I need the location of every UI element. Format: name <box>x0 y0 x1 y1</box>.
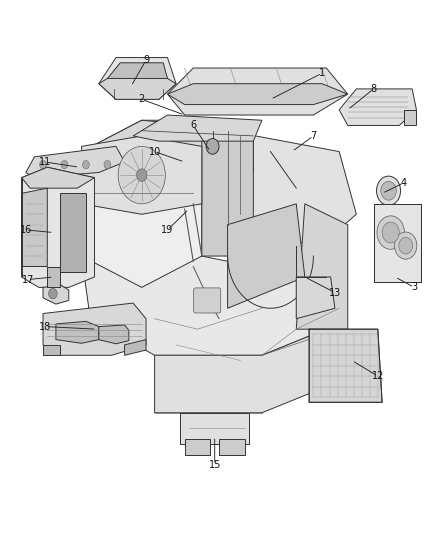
Text: 1: 1 <box>319 68 325 78</box>
Polygon shape <box>81 120 202 287</box>
Polygon shape <box>185 439 210 455</box>
Polygon shape <box>21 167 95 188</box>
Text: 19: 19 <box>161 225 173 235</box>
Circle shape <box>395 232 417 259</box>
Circle shape <box>39 160 46 169</box>
FancyBboxPatch shape <box>194 288 221 313</box>
Polygon shape <box>228 131 357 246</box>
Circle shape <box>49 288 57 299</box>
Text: 8: 8 <box>371 84 377 94</box>
Circle shape <box>137 169 147 181</box>
Circle shape <box>377 176 401 205</box>
Text: 12: 12 <box>371 371 384 381</box>
Polygon shape <box>309 329 382 402</box>
Circle shape <box>118 147 166 204</box>
Polygon shape <box>219 439 245 455</box>
Polygon shape <box>202 120 253 256</box>
Text: 15: 15 <box>208 460 221 470</box>
Text: 9: 9 <box>143 55 149 65</box>
Text: 17: 17 <box>22 274 34 285</box>
Polygon shape <box>81 256 326 356</box>
Polygon shape <box>296 277 335 319</box>
Text: 6: 6 <box>190 120 196 131</box>
Polygon shape <box>21 188 47 266</box>
Text: 18: 18 <box>39 321 51 332</box>
Polygon shape <box>99 325 129 344</box>
Circle shape <box>399 237 413 254</box>
Text: 11: 11 <box>39 157 51 167</box>
Text: 4: 4 <box>400 178 406 188</box>
Polygon shape <box>339 89 417 125</box>
Text: 13: 13 <box>329 288 341 297</box>
Polygon shape <box>56 321 99 343</box>
Circle shape <box>381 181 396 200</box>
Text: 10: 10 <box>148 147 161 157</box>
Polygon shape <box>99 78 176 99</box>
Polygon shape <box>296 204 348 329</box>
Text: 3: 3 <box>411 282 417 293</box>
Circle shape <box>104 160 111 169</box>
Text: 2: 2 <box>138 94 145 104</box>
Polygon shape <box>180 413 249 444</box>
Polygon shape <box>43 285 69 304</box>
Polygon shape <box>99 58 176 99</box>
Circle shape <box>82 160 89 169</box>
Polygon shape <box>167 68 348 115</box>
Text: 7: 7 <box>310 131 317 141</box>
Polygon shape <box>26 147 124 177</box>
Polygon shape <box>155 329 339 413</box>
Polygon shape <box>124 340 146 356</box>
Polygon shape <box>60 193 86 272</box>
Polygon shape <box>133 115 262 141</box>
Polygon shape <box>107 63 167 89</box>
Polygon shape <box>81 136 202 214</box>
Polygon shape <box>21 167 95 287</box>
Circle shape <box>61 160 68 169</box>
Polygon shape <box>228 204 305 308</box>
Polygon shape <box>167 84 348 104</box>
Circle shape <box>377 216 404 249</box>
Polygon shape <box>374 204 421 282</box>
Polygon shape <box>403 110 417 125</box>
Polygon shape <box>47 266 60 287</box>
Polygon shape <box>81 120 253 173</box>
Polygon shape <box>43 345 60 356</box>
Polygon shape <box>43 303 146 356</box>
Circle shape <box>382 222 399 243</box>
Circle shape <box>206 139 219 154</box>
Text: 16: 16 <box>20 225 32 235</box>
